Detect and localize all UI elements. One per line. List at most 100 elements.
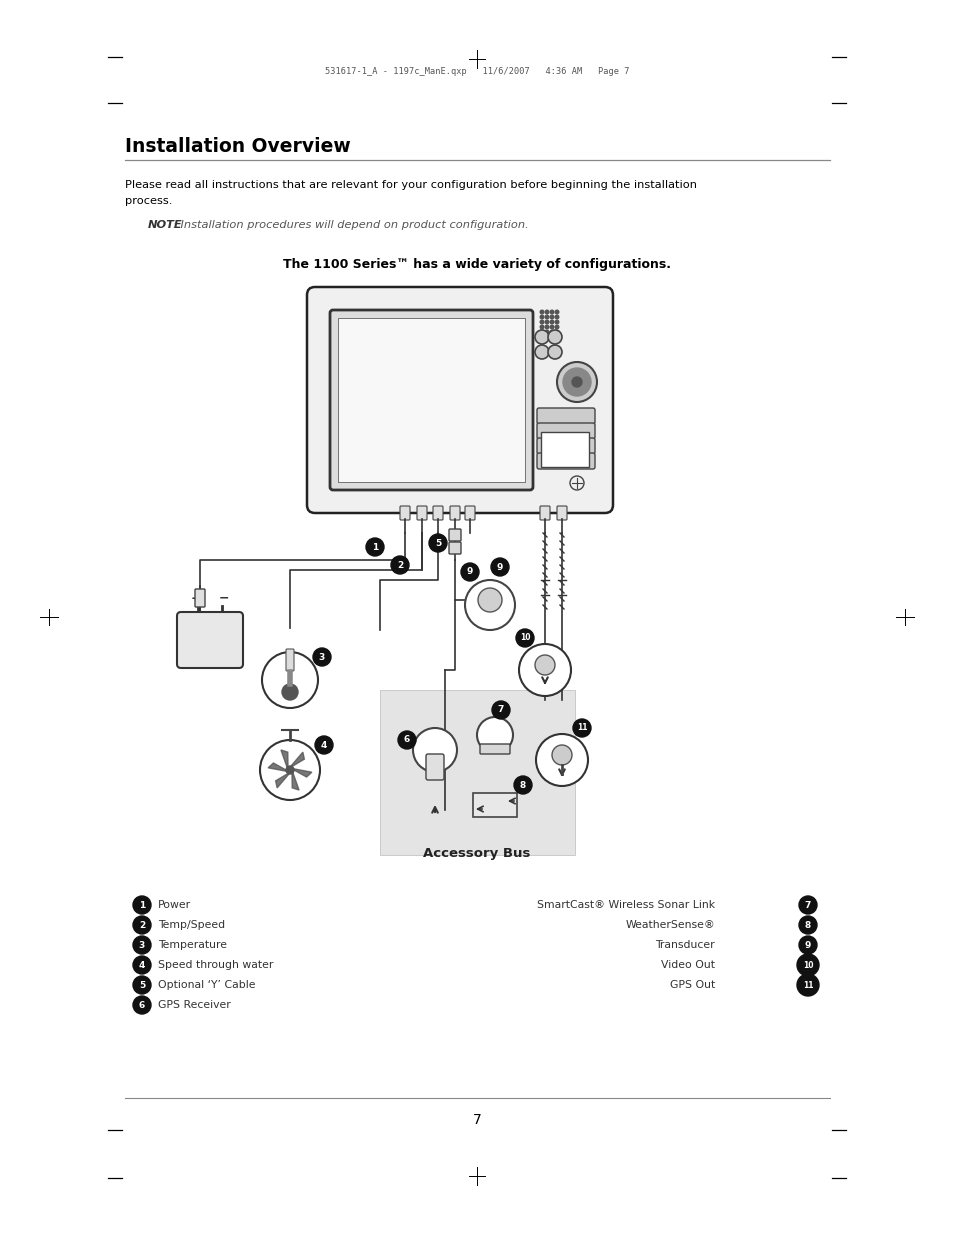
- Circle shape: [477, 588, 501, 613]
- Circle shape: [413, 727, 456, 772]
- Polygon shape: [473, 793, 517, 818]
- Text: NOTE: NOTE: [148, 220, 182, 230]
- Text: process.: process.: [125, 196, 172, 206]
- Text: 1: 1: [372, 542, 377, 552]
- FancyBboxPatch shape: [330, 310, 533, 490]
- Text: 7: 7: [497, 705, 503, 715]
- Circle shape: [397, 731, 416, 748]
- Text: 3: 3: [318, 652, 325, 662]
- Text: 8: 8: [804, 920, 810, 930]
- Text: 11: 11: [577, 724, 587, 732]
- Circle shape: [555, 315, 558, 319]
- FancyBboxPatch shape: [307, 287, 613, 513]
- Text: 5: 5: [139, 981, 145, 989]
- Circle shape: [132, 995, 151, 1014]
- Text: Installation Overview: Installation Overview: [125, 137, 351, 157]
- Text: 10: 10: [519, 634, 530, 642]
- FancyBboxPatch shape: [537, 453, 595, 469]
- Circle shape: [550, 330, 554, 333]
- Circle shape: [539, 310, 543, 314]
- Circle shape: [260, 740, 319, 800]
- Circle shape: [799, 916, 816, 934]
- Circle shape: [555, 320, 558, 324]
- Text: Power: Power: [158, 900, 191, 910]
- Circle shape: [550, 315, 554, 319]
- Circle shape: [799, 897, 816, 914]
- Circle shape: [555, 325, 558, 329]
- Circle shape: [366, 538, 384, 556]
- FancyBboxPatch shape: [449, 529, 460, 541]
- Text: Temperature: Temperature: [158, 940, 227, 950]
- FancyBboxPatch shape: [433, 506, 442, 520]
- Polygon shape: [281, 750, 288, 767]
- Circle shape: [544, 320, 548, 324]
- FancyBboxPatch shape: [479, 743, 510, 755]
- Circle shape: [535, 655, 555, 676]
- Circle shape: [557, 362, 597, 403]
- Circle shape: [132, 936, 151, 953]
- Text: 4: 4: [139, 961, 145, 969]
- Text: 4: 4: [320, 741, 327, 750]
- Text: WeatherSense®: WeatherSense®: [624, 920, 714, 930]
- Circle shape: [796, 974, 818, 995]
- FancyBboxPatch shape: [464, 506, 475, 520]
- Text: : Installation procedures will depend on product configuration.: : Installation procedures will depend on…: [172, 220, 528, 230]
- FancyBboxPatch shape: [537, 438, 595, 454]
- Circle shape: [544, 330, 548, 333]
- FancyBboxPatch shape: [379, 690, 575, 855]
- Circle shape: [539, 325, 543, 329]
- Polygon shape: [275, 773, 289, 788]
- FancyBboxPatch shape: [416, 506, 427, 520]
- FancyBboxPatch shape: [539, 506, 550, 520]
- Circle shape: [555, 330, 558, 333]
- Circle shape: [539, 320, 543, 324]
- Circle shape: [429, 534, 447, 552]
- Text: 7: 7: [472, 1113, 481, 1128]
- Circle shape: [544, 310, 548, 314]
- Circle shape: [491, 558, 509, 576]
- Polygon shape: [291, 752, 304, 767]
- Circle shape: [535, 330, 548, 345]
- Text: 6: 6: [403, 736, 410, 745]
- Circle shape: [572, 377, 581, 387]
- Circle shape: [516, 629, 534, 647]
- Circle shape: [539, 315, 543, 319]
- FancyBboxPatch shape: [557, 506, 566, 520]
- Circle shape: [132, 976, 151, 994]
- Text: 9: 9: [497, 562, 502, 572]
- Circle shape: [796, 953, 818, 976]
- Text: 2: 2: [396, 561, 403, 569]
- Circle shape: [547, 345, 561, 359]
- Circle shape: [282, 684, 297, 700]
- Polygon shape: [294, 769, 312, 777]
- Circle shape: [492, 701, 510, 719]
- Circle shape: [464, 580, 515, 630]
- Circle shape: [536, 734, 587, 785]
- Text: SmartCast® Wireless Sonar Link: SmartCast® Wireless Sonar Link: [537, 900, 714, 910]
- Circle shape: [539, 330, 543, 333]
- Text: GPS Out: GPS Out: [669, 981, 714, 990]
- Text: 6: 6: [139, 1000, 145, 1009]
- Text: GPS Receiver: GPS Receiver: [158, 1000, 231, 1010]
- Circle shape: [555, 310, 558, 314]
- Text: Optional ‘Y’ Cable: Optional ‘Y’ Cable: [158, 981, 255, 990]
- Circle shape: [286, 766, 294, 774]
- FancyBboxPatch shape: [399, 506, 410, 520]
- Circle shape: [132, 956, 151, 974]
- Polygon shape: [268, 763, 286, 771]
- Circle shape: [132, 916, 151, 934]
- Circle shape: [518, 643, 571, 697]
- Circle shape: [514, 776, 532, 794]
- Circle shape: [552, 745, 572, 764]
- Text: 5: 5: [435, 538, 440, 547]
- Text: 10: 10: [801, 961, 812, 969]
- FancyBboxPatch shape: [177, 613, 243, 668]
- Circle shape: [550, 320, 554, 324]
- FancyBboxPatch shape: [537, 424, 595, 438]
- Text: 2: 2: [139, 920, 145, 930]
- Circle shape: [535, 345, 548, 359]
- Text: 7: 7: [804, 900, 810, 909]
- Circle shape: [550, 325, 554, 329]
- Text: 9: 9: [804, 941, 810, 950]
- FancyBboxPatch shape: [286, 650, 294, 671]
